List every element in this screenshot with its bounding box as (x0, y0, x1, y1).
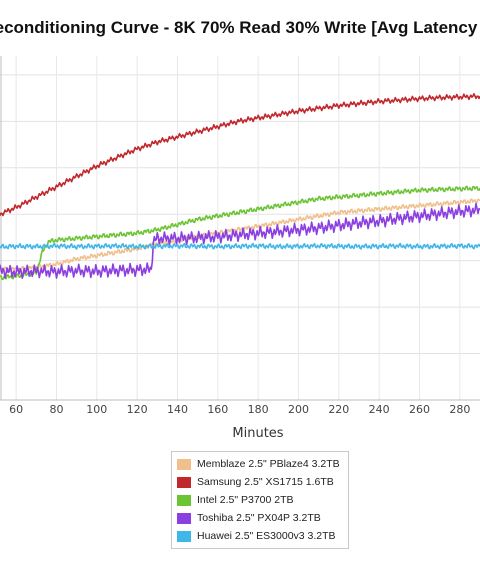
series-line (0, 202, 480, 280)
legend-swatch (177, 494, 191, 506)
x-tick-label: 200 (288, 403, 309, 416)
series-line (0, 93, 480, 217)
series-line (0, 198, 480, 273)
x-tick-label: 260 (409, 403, 430, 416)
series-line (0, 242, 480, 250)
series-line (0, 185, 480, 281)
legend-label: Memblaze 2.5" PBlaze4 3.2TB (197, 458, 340, 470)
x-tick-label: 240 (369, 403, 390, 416)
x-tick-label: 180 (248, 403, 269, 416)
chart-legend: Memblaze 2.5" PBlaze4 3.2TB Samsung 2.5" … (171, 451, 349, 549)
legend-item: Samsung 2.5" XS1715 1.6TB (172, 473, 348, 491)
x-tick-label: 220 (328, 403, 349, 416)
legend-label: Toshiba 2.5" PX04P 3.2TB (197, 512, 321, 524)
legend-label: Intel 2.5" P3700 2TB (197, 494, 294, 506)
x-tick-label: 160 (207, 403, 228, 416)
legend-swatch (177, 476, 191, 488)
legend-swatch (177, 458, 191, 470)
x-tick-label: 80 (49, 403, 63, 416)
chart-title: reconditioning Curve - 8K 70% Read 30% W… (0, 18, 478, 37)
legend-label: Huawei 2.5" ES3000v3 3.2TB (197, 530, 336, 542)
x-tick-label: 280 (449, 403, 470, 416)
x-axis-title: Minutes (232, 426, 283, 441)
legend-item: Toshiba 2.5" PX04P 3.2TB (172, 509, 348, 527)
x-tick-label: 120 (127, 403, 148, 416)
legend-label: Samsung 2.5" XS1715 1.6TB (197, 476, 334, 488)
legend-item: Memblaze 2.5" PBlaze4 3.2TB (172, 455, 348, 473)
x-tick-label: 100 (86, 403, 107, 416)
legend-swatch (177, 512, 191, 524)
x-tick-label: 60 (9, 403, 23, 416)
x-tick-label: 140 (167, 403, 188, 416)
legend-swatch (177, 530, 191, 542)
legend-item: Huawei 2.5" ES3000v3 3.2TB (172, 527, 348, 545)
legend-item: Intel 2.5" P3700 2TB (172, 491, 348, 509)
